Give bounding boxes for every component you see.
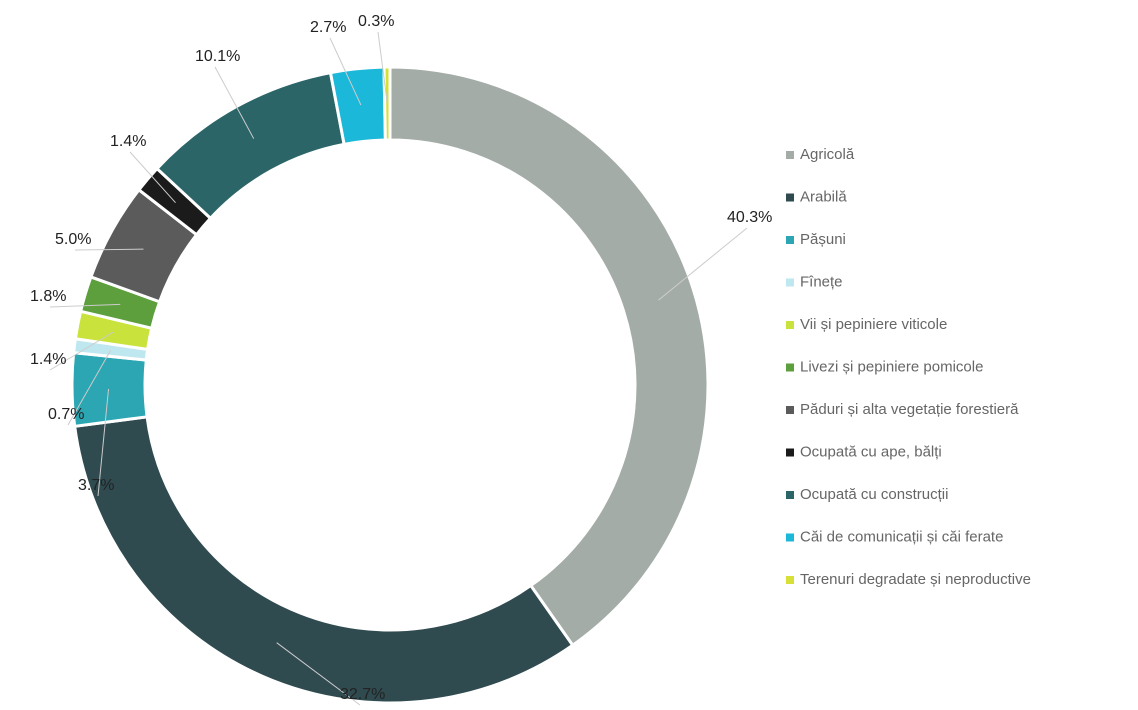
legend-label: Ocupată cu ape, bălți	[800, 443, 942, 460]
legend-swatch	[786, 406, 794, 414]
legend-label: Păduri și alta vegetație forestieră	[800, 401, 1019, 418]
leader-line	[276, 642, 361, 706]
leader-line	[74, 248, 144, 251]
leader-line	[97, 388, 110, 497]
leader-line	[329, 37, 362, 106]
leader-line	[49, 303, 121, 308]
value-label: 10.1%	[195, 48, 240, 65]
legend-label: Arabilă	[800, 188, 847, 205]
donut-segment	[154, 70, 346, 221]
value-label: 0.7%	[48, 406, 84, 423]
legend-label: Vii și pepiniere viticole	[800, 316, 947, 333]
value-label: 40.3%	[727, 209, 772, 226]
legend-label: Ocupată cu construcții	[800, 486, 948, 503]
leader-line	[49, 331, 114, 371]
value-label: 1.8%	[30, 288, 66, 305]
value-label: 3.7%	[78, 477, 114, 494]
legend-label: Terenuri degradate și neproductive	[800, 571, 1031, 588]
donut-segment	[388, 65, 710, 648]
legend-swatch	[786, 236, 794, 244]
leader-line	[214, 66, 255, 139]
legend-label: Livezi și pepiniere pomicole	[800, 358, 983, 375]
legend-swatch	[786, 363, 794, 372]
value-label: 32.7%	[340, 686, 385, 703]
leader-line	[67, 349, 112, 426]
legend-swatch	[786, 533, 794, 542]
value-label: 1.4%	[30, 351, 66, 368]
value-label: 1.4%	[110, 133, 146, 150]
legend-swatch	[786, 576, 794, 584]
leader-line	[129, 151, 176, 204]
donut-segment	[73, 415, 575, 705]
legend-swatch	[786, 491, 794, 499]
legend-swatch	[786, 448, 794, 457]
value-label: 2.7%	[310, 19, 346, 36]
leader-line	[658, 227, 748, 301]
legend-swatch	[786, 193, 794, 202]
value-label: 5.0%	[55, 231, 91, 248]
legend-label: Pășuni	[800, 231, 846, 248]
legend-swatch	[786, 278, 794, 287]
leader-line	[377, 31, 388, 104]
legend-label: Agricolă	[800, 146, 855, 163]
legend-label: Fînețe	[800, 273, 843, 290]
legend-label: Căi de comunicații și căi ferate	[800, 528, 1003, 545]
legend-swatch	[786, 321, 794, 329]
legend-swatch	[786, 151, 794, 159]
value-label: 0.3%	[358, 13, 394, 30]
